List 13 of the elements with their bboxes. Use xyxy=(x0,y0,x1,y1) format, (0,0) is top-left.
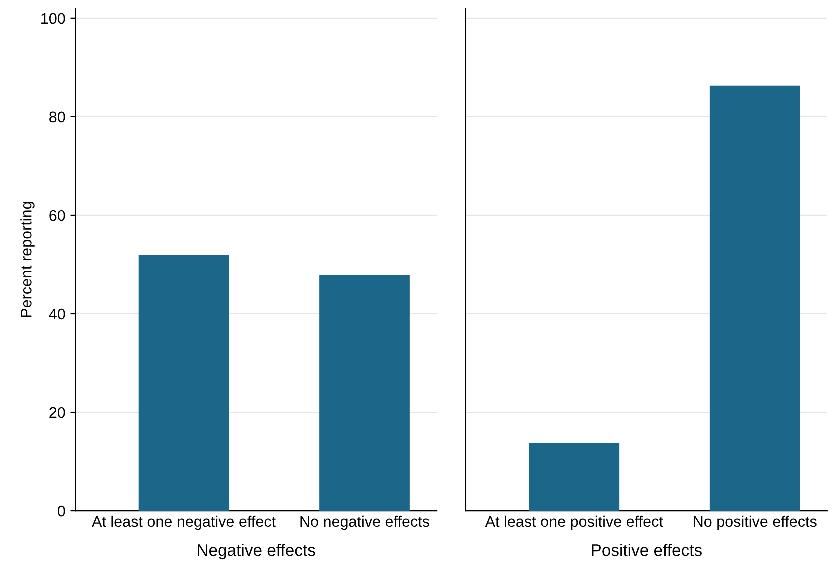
x-tick-label: No positive effects xyxy=(694,516,817,530)
x-axis-title: Negative effects xyxy=(198,544,316,560)
y-tick-label: 40 xyxy=(49,308,66,320)
y-tick-label: 80 xyxy=(50,112,66,123)
x-axis-title: Positive effects xyxy=(592,544,702,556)
y-tick-label: 60 xyxy=(50,210,66,222)
x-tick-label: At least one positive effect xyxy=(485,516,664,530)
y-tick-label: 20 xyxy=(50,407,66,418)
y-tick-label: 0 xyxy=(58,506,66,517)
y-tick-label: 100 xyxy=(42,13,66,24)
x-tick-label: No negative effects xyxy=(300,516,430,530)
x-tick-label: At least one negative effect xyxy=(92,516,276,530)
y-axis-title: Percent reporting xyxy=(20,202,35,318)
